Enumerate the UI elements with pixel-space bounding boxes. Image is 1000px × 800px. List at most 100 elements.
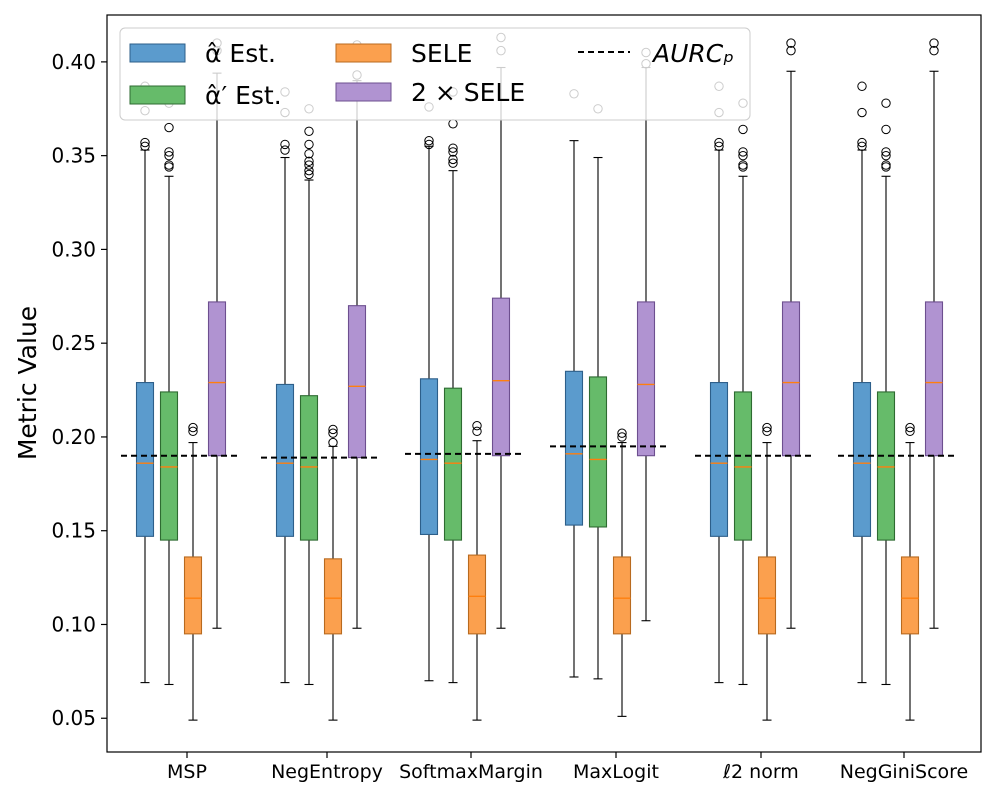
box-sele2 xyxy=(207,38,227,629)
outlier-point xyxy=(617,428,627,438)
y-tick-label: 0.15 xyxy=(51,519,96,543)
x-category-label: SoftmaxMargin xyxy=(399,761,543,783)
outlier-point xyxy=(164,162,174,172)
box-alpha xyxy=(852,81,872,684)
legend-swatch-alpha-prime xyxy=(129,85,186,105)
box-alpha_prime xyxy=(588,104,608,680)
box-sele xyxy=(323,424,343,721)
box-iqr xyxy=(876,391,896,541)
outlier-point xyxy=(304,156,314,166)
outlier-point xyxy=(164,150,174,161)
outlier-point xyxy=(857,141,867,151)
y-tick-label: 0.30 xyxy=(51,237,96,261)
outlier-point xyxy=(857,137,867,148)
x-category-label: ℓ2 norm xyxy=(722,761,799,783)
box-iqr xyxy=(347,305,367,459)
outlier-point xyxy=(714,137,724,148)
outlier-point xyxy=(304,149,314,159)
x-category-label: MaxLogit xyxy=(573,761,659,783)
x-axis: MSP NegEntropy SoftmaxMargin MaxLogit ℓ2 nor… xyxy=(167,752,968,783)
outlier-point xyxy=(164,160,174,170)
box-iqr xyxy=(135,382,155,537)
outlier-point xyxy=(738,160,748,170)
legend-swatch-sele xyxy=(335,43,392,63)
x-category-label: NegEntropy xyxy=(271,761,383,783)
outlier-point xyxy=(424,139,434,150)
outlier-point xyxy=(140,137,150,148)
box-iqr xyxy=(419,378,439,536)
outlier-point xyxy=(304,160,314,170)
y-axis-label: Metric Value xyxy=(13,306,42,460)
box-iqr xyxy=(781,301,801,457)
outlier-point xyxy=(786,38,796,48)
outlier-point xyxy=(328,437,338,448)
box-alpha xyxy=(564,89,584,678)
outlier-point xyxy=(472,426,482,437)
legend-label-alpha-prime: α̂′ Est. xyxy=(205,81,282,110)
aurc-layer xyxy=(121,445,958,459)
outlier-point xyxy=(857,107,867,118)
x-category-label: NegGiniScore xyxy=(840,761,969,783)
outlier-point xyxy=(762,422,772,433)
outlier-point xyxy=(448,119,458,129)
outlier-point xyxy=(738,162,748,172)
legend-swatch-alpha xyxy=(129,43,186,63)
outlier-point xyxy=(424,135,434,146)
box-sele xyxy=(900,422,920,721)
box-sele2 xyxy=(636,47,656,622)
box-sele2 xyxy=(491,32,511,629)
y-tick-label: 0.35 xyxy=(51,144,96,168)
box-iqr xyxy=(900,556,920,635)
legend: α̂ Est. α̂′ Est. SELE 2 × SELE AURCₚ xyxy=(119,27,751,121)
legend-label-aurc: AURCₚ xyxy=(651,39,734,68)
box-alpha xyxy=(135,81,155,684)
plot-frame xyxy=(106,14,982,753)
outlier-point xyxy=(881,147,891,157)
outlier-point xyxy=(448,143,458,153)
outlier-point xyxy=(881,162,891,172)
outlier-point xyxy=(905,422,915,433)
outlier-point xyxy=(280,145,290,155)
outlier-point xyxy=(304,139,314,150)
outlier-point xyxy=(881,150,891,161)
outlier-point xyxy=(762,426,772,437)
outlier-point xyxy=(328,424,338,435)
box-iqr xyxy=(491,297,511,457)
outlier-point xyxy=(188,422,198,433)
box-iqr xyxy=(924,301,944,457)
box-alpha_prime xyxy=(443,87,463,684)
y-tick-label: 0.40 xyxy=(51,50,96,74)
box-iqr xyxy=(323,558,343,635)
box-alpha xyxy=(275,87,295,684)
box-sele xyxy=(612,428,632,717)
box-iqr xyxy=(207,301,227,457)
outlier-point xyxy=(929,38,939,48)
legend-label-sele: SELE xyxy=(411,39,472,68)
box-alpha_prime xyxy=(159,98,179,686)
legend-label-sele2: 2 × SELE xyxy=(411,78,525,107)
outlier-point xyxy=(164,147,174,157)
box-alpha xyxy=(709,81,729,684)
box-sele xyxy=(757,422,777,721)
box-alpha_prime xyxy=(876,98,896,686)
y-axis: 0.05 0.10 0.15 0.20 0.25 0.30 0.35 0.40 xyxy=(51,50,107,730)
box-iqr xyxy=(588,376,608,528)
y-tick-label: 0.25 xyxy=(51,331,96,355)
box-iqr xyxy=(443,387,463,541)
box-sele2 xyxy=(781,38,801,629)
outlier-point xyxy=(786,45,796,56)
boxes-layer xyxy=(135,32,944,721)
outlier-point xyxy=(714,141,724,151)
box-alpha_prime xyxy=(733,98,753,686)
outlier-point xyxy=(881,98,891,108)
box-iqr xyxy=(183,556,203,635)
box-sele xyxy=(467,420,487,721)
outlier-point xyxy=(617,432,627,442)
outlier-point xyxy=(448,147,458,157)
box-iqr xyxy=(636,301,656,457)
box-iqr xyxy=(275,383,295,537)
box-iqr xyxy=(159,391,179,541)
legend-swatch-sele2 xyxy=(335,82,392,102)
box-iqr xyxy=(757,556,777,635)
outlier-point xyxy=(188,426,198,437)
